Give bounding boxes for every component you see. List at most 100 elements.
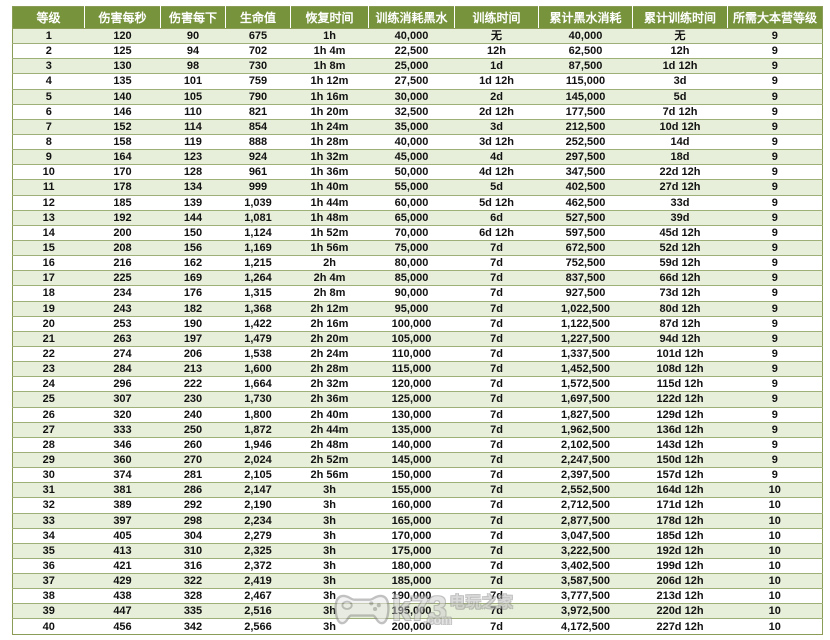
table-cell: 2,566: [225, 618, 291, 635]
table-cell: 150,000: [368, 467, 455, 484]
table-cell: 190,000: [368, 588, 455, 605]
table-cell: 1h: [290, 28, 369, 45]
table-cell: 200,000: [368, 618, 455, 635]
table-cell: 1h 12m: [290, 73, 369, 90]
table-cell: 3d 12h: [454, 134, 539, 151]
table-cell: 9: [727, 58, 823, 75]
table-cell: 5d: [454, 179, 539, 196]
table-cell: 87,500: [538, 58, 633, 75]
table-cell: 16: [12, 255, 85, 272]
table-cell: 150: [160, 225, 226, 241]
table-cell: 101d 12h: [632, 346, 728, 363]
table-cell: 7d: [454, 376, 539, 393]
table-cell: 146: [84, 104, 161, 120]
table-cell: 129d 12h: [632, 407, 728, 423]
table-cell: 185,000: [368, 573, 455, 590]
table-cell: 9: [727, 346, 823, 363]
table-cell: 292: [160, 497, 226, 514]
table-cell: 1,081: [225, 210, 291, 226]
table-cell: 1h 28m: [290, 134, 369, 151]
table-cell: 无: [632, 28, 728, 45]
table-cell: 1,264: [225, 270, 291, 287]
table-cell: 21: [12, 331, 85, 347]
table-cell: 672,500: [538, 240, 633, 257]
table-cell: 70,000: [368, 225, 455, 241]
table-cell: 10: [727, 513, 823, 529]
table-cell: 40,000: [368, 134, 455, 151]
table-cell: 7d: [454, 391, 539, 408]
table-cell: 12h: [454, 43, 539, 60]
table-cell: 1h 20m: [290, 104, 369, 120]
table-cell: 3h: [290, 603, 369, 620]
table-cell: 527,500: [538, 210, 633, 226]
table-cell: 25: [12, 391, 85, 408]
table-cell: 128: [160, 164, 226, 181]
table-cell: 无: [454, 28, 539, 45]
table-cell: 374: [84, 467, 161, 484]
table-cell: 227d 12h: [632, 618, 728, 635]
table-cell: 1,368: [225, 301, 291, 317]
table-cell: 1h 52m: [290, 225, 369, 241]
table-cell: 7d: [454, 467, 539, 484]
table-row: 19 243 182 1,368 2h 12m 95,000 7d 1,022,500 80d …: [12, 301, 823, 317]
table-row: 30 374 281 2,105 2h 56m 150,000 7d 2,397,500 157…: [12, 467, 823, 484]
table-cell: 115,000: [368, 361, 455, 378]
table-row: 39 447 335 2,516 3h 195,000 7d 3,972,500 220d 12…: [12, 603, 823, 620]
table-row: 8 158 119 888 1h 28m 40,000 3d 12h 252,500 14d 9: [12, 134, 823, 151]
table-cell: 1h 44m: [290, 195, 369, 211]
table-cell: 462,500: [538, 195, 633, 211]
table-cell: 2,247,500: [538, 452, 633, 469]
table-cell: 66d 12h: [632, 270, 728, 287]
table-cell: 3,777,500: [538, 588, 633, 605]
table-row: 13 192 144 1,081 1h 48m 65,000 6d 527,500 39d 9: [12, 210, 823, 226]
table-cell: 3,972,500: [538, 603, 633, 620]
table-row: 9 164 123 924 1h 32m 45,000 4d 297,500 18d 9: [12, 149, 823, 166]
table-cell: 37: [12, 573, 85, 590]
table-cell: 200: [84, 225, 161, 241]
table-cell: 9: [12, 149, 85, 166]
table-cell: 2,467: [225, 588, 291, 605]
table-cell: 23: [12, 361, 85, 378]
table-cell: 9: [727, 422, 823, 438]
table-cell: 284: [84, 361, 161, 378]
table-cell: 2h 56m: [290, 467, 369, 484]
table-cell: 360: [84, 452, 161, 469]
table-cell: 1: [12, 28, 85, 45]
table-cell: 1,600: [225, 361, 291, 378]
table-cell: 17: [12, 270, 85, 287]
table-cell: 10: [727, 528, 823, 544]
table-cell: 36: [12, 558, 85, 575]
table-cell: 35,000: [368, 119, 455, 135]
column-header: 等级: [12, 6, 85, 29]
table-cell: 110: [160, 104, 226, 120]
table-row: 31 381 286 2,147 3h 155,000 7d 2,552,500 164d 12…: [12, 482, 823, 499]
table-row: 12 185 139 1,039 1h 44m 60,000 5d 12h 462,500 33…: [12, 195, 823, 211]
table-cell: 730: [225, 58, 291, 75]
table-cell: 2h 8m: [290, 285, 369, 302]
table-row: 20 253 190 1,422 2h 16m 100,000 7d 1,122,500 87d…: [12, 316, 823, 332]
table-row: 5 140 105 790 1h 16m 30,000 2d 145,000 5d 9: [12, 89, 823, 105]
table-cell: 10: [727, 558, 823, 575]
table-cell: 2h 4m: [290, 270, 369, 287]
table-cell: 95,000: [368, 301, 455, 317]
table-cell: 2,325: [225, 543, 291, 559]
table-cell: 115d 12h: [632, 376, 728, 393]
table-cell: 40,000: [368, 28, 455, 45]
table-cell: 20: [12, 316, 85, 332]
table-cell: 135,000: [368, 422, 455, 438]
table-cell: 3h: [290, 543, 369, 559]
table-row: 33 397 298 2,234 3h 165,000 7d 2,877,500 178d 12…: [12, 513, 823, 529]
table-cell: 45d 12h: [632, 225, 728, 241]
table-cell: 158: [84, 134, 161, 151]
table-cell: 18d: [632, 149, 728, 166]
table-cell: 10: [727, 588, 823, 605]
table-cell: 429: [84, 573, 161, 590]
table-cell: 157d 12h: [632, 467, 728, 484]
table-cell: 999: [225, 179, 291, 196]
table-cell: 759: [225, 73, 291, 90]
table-cell: 94d 12h: [632, 331, 728, 347]
table-cell: 821: [225, 104, 291, 120]
table-cell: 119: [160, 134, 226, 151]
table-cell: 9: [727, 270, 823, 287]
column-header: 累计训练时间: [632, 6, 728, 29]
